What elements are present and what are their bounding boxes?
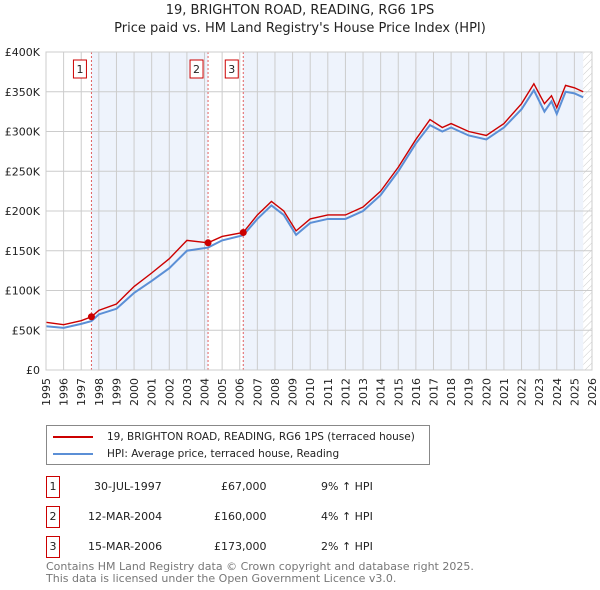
- x-tick-label: 2008: [269, 378, 282, 406]
- x-tick-label: 2012: [339, 378, 352, 406]
- sale-point: [204, 239, 212, 247]
- x-tick-label: 2003: [181, 378, 194, 406]
- footer-licence: This data is licensed under the Open Gov…: [46, 572, 397, 585]
- x-tick-label: 2009: [287, 378, 300, 406]
- x-tick-label: 2005: [216, 378, 229, 406]
- x-tick-label: 2024: [551, 378, 564, 406]
- x-tick-label: 2010: [304, 378, 317, 406]
- chart-subtitle: Price paid vs. HM Land Registry's House …: [114, 21, 486, 36]
- sale-marker: 2: [46, 506, 60, 528]
- legend-property: 19, BRIGHTON ROAD, READING, RG6 1PS (ter…: [107, 431, 415, 443]
- series-line: [45, 88, 584, 329]
- chart-title: 19, BRIGHTON ROAD, READING, RG6 1PS: [165, 3, 435, 18]
- sale-marker: 3: [46, 536, 60, 558]
- footer-copyright: Contains HM Land Registry data © Crown c…: [46, 560, 474, 573]
- sale-point: [87, 313, 95, 321]
- x-tick-label: 1995: [40, 378, 53, 406]
- sale-row: 2 12-MAR-2004 £160,000 4% ↑ HPI: [46, 506, 446, 528]
- sale-marker-box: [224, 59, 239, 79]
- y-tick-label: £250K: [5, 165, 41, 178]
- plot-border: [45, 51, 593, 371]
- x-tick-label: 2011: [322, 378, 335, 406]
- x-tick-label: 2000: [128, 378, 141, 406]
- y-tick-label: £50K: [12, 324, 41, 337]
- sale-price: £173,000: [214, 540, 267, 553]
- x-tick-label: 2016: [410, 378, 423, 406]
- x-tick-label: 1996: [58, 378, 71, 406]
- x-tick-label: 1997: [75, 378, 88, 406]
- x-tick-label: 2006: [234, 378, 247, 406]
- sale-row: 3 15-MAR-2006 £173,000 2% ↑ HPI: [46, 536, 446, 558]
- x-tick-label: 2017: [427, 378, 440, 406]
- sale-hpi: 4% ↑ HPI: [321, 510, 373, 523]
- y-tick-label: £100K: [5, 285, 41, 298]
- x-tick-label: 1998: [93, 378, 106, 406]
- x-tick-label: 2020: [480, 378, 493, 406]
- x-tick-label: 2002: [163, 378, 176, 406]
- footer: Contains HM Land Registry data © Crown c…: [46, 561, 474, 585]
- price-chart: 1995 1996 1997 1998 1999 2000 2001 2002 2003 2004…: [5, 46, 599, 406]
- y-tick-label: £300K: [5, 126, 41, 139]
- x-tick-label: 2023: [533, 378, 546, 406]
- y-tick-label: £350K: [5, 86, 41, 99]
- x-tick-label: 2025: [568, 378, 581, 406]
- x-tick-label: 2021: [498, 378, 511, 406]
- y-tick-label: £200K: [5, 205, 41, 218]
- sale-marker-label: 2: [193, 63, 200, 76]
- sale-date: 30-JUL-1997: [94, 480, 162, 493]
- sale-price: £67,000: [221, 480, 267, 493]
- sale-price: £160,000: [214, 510, 267, 523]
- sale-row: 1 30-JUL-1997 £67,000 9% ↑ HPI: [46, 476, 446, 498]
- sale-marker-label: 3: [228, 63, 235, 76]
- x-tick-label: 2018: [445, 378, 458, 406]
- sale-hpi: 2% ↑ HPI: [321, 540, 373, 553]
- x-tick-label: 2001: [146, 378, 159, 406]
- sale-hpi: 9% ↑ HPI: [321, 480, 373, 493]
- legend-red-line: [53, 436, 93, 438]
- sale-marker-box: [189, 59, 204, 79]
- sale-marker-label: 1: [76, 63, 83, 76]
- x-tick-label: 2015: [392, 378, 405, 406]
- legend-hpi: HPI: Average price, terraced house, Read…: [107, 448, 340, 460]
- x-tick-label: 1999: [110, 378, 123, 406]
- sale-date: 12-MAR-2004: [88, 510, 163, 523]
- y-tick-label: £0: [26, 364, 40, 377]
- x-tick-label: 2026: [586, 378, 599, 406]
- sale-marker: 1: [46, 476, 60, 498]
- sale-point: [239, 228, 247, 236]
- legend-blue-line: [53, 453, 93, 455]
- x-tick-label: 2022: [516, 378, 529, 406]
- x-tick-label: 2019: [463, 378, 476, 406]
- legend: 19, BRIGHTON ROAD, READING, RG6 1PS (ter…: [46, 425, 430, 465]
- x-tick-label: 2013: [357, 378, 370, 406]
- x-tick-label: 2007: [251, 378, 264, 406]
- x-tick-label: 2004: [199, 378, 212, 406]
- sale-date: 15-MAR-2006: [88, 540, 163, 553]
- sale-marker-box: [72, 59, 87, 79]
- series-line: [45, 82, 584, 326]
- x-tick-label: 2014: [375, 378, 388, 406]
- y-tick-label: £150K: [5, 245, 41, 258]
- y-tick-label: £400K: [5, 46, 41, 59]
